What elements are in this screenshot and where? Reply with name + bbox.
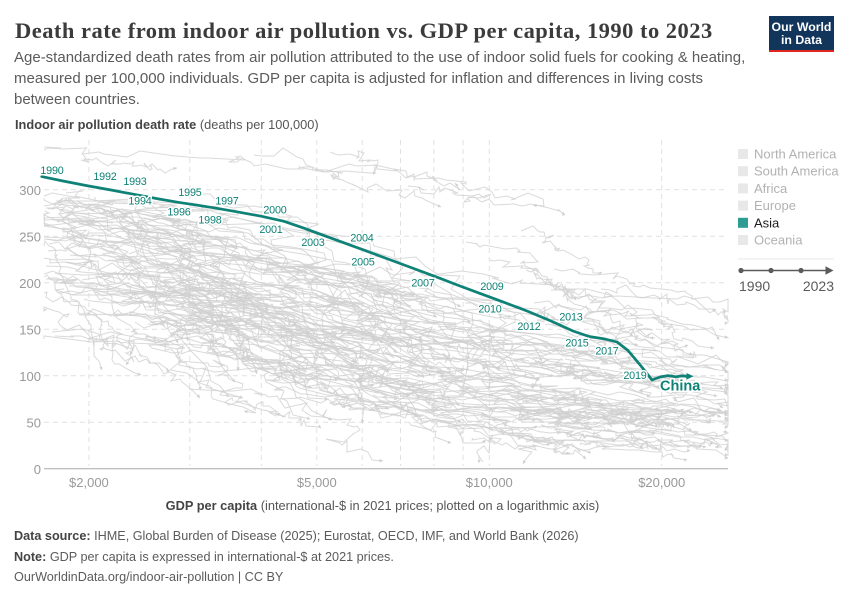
svg-text:100: 100	[19, 369, 41, 384]
svg-text:1990: 1990	[739, 278, 770, 294]
svg-text:South America: South America	[754, 164, 839, 179]
svg-text:$20,000: $20,000	[638, 475, 685, 490]
svg-text:1993: 1993	[123, 176, 146, 188]
svg-text:1995: 1995	[178, 187, 201, 199]
svg-text:2003: 2003	[301, 237, 324, 249]
svg-text:2005: 2005	[351, 257, 374, 269]
svg-text:Oceania: Oceania	[754, 233, 803, 248]
svg-text:1997: 1997	[215, 196, 238, 208]
svg-text:China: China	[660, 379, 701, 395]
svg-text:50: 50	[27, 415, 41, 430]
svg-text:$10,000: $10,000	[466, 475, 513, 490]
svg-text:2023: 2023	[803, 278, 834, 294]
svg-text:2001: 2001	[259, 224, 282, 236]
svg-text:2012: 2012	[517, 321, 540, 333]
svg-text:2009: 2009	[480, 281, 503, 293]
svg-text:Europe: Europe	[754, 198, 796, 213]
svg-text:2007: 2007	[411, 278, 434, 290]
svg-text:$5,000: $5,000	[297, 475, 337, 490]
svg-text:250: 250	[19, 230, 41, 245]
svg-text:1990: 1990	[40, 165, 63, 177]
svg-text:2010: 2010	[478, 304, 501, 316]
svg-text:2015: 2015	[565, 338, 588, 350]
svg-text:150: 150	[19, 323, 41, 338]
svg-text:Asia: Asia	[754, 215, 780, 230]
svg-text:2004: 2004	[350, 233, 373, 245]
svg-text:2013: 2013	[559, 312, 582, 324]
svg-text:1994: 1994	[128, 196, 151, 208]
svg-text:2017: 2017	[595, 346, 618, 358]
svg-text:$2,000: $2,000	[69, 475, 109, 490]
svg-text:1996: 1996	[167, 207, 190, 219]
svg-text:2000: 2000	[263, 205, 286, 217]
svg-text:300: 300	[19, 183, 41, 198]
svg-text:0: 0	[34, 462, 41, 477]
svg-text:2019: 2019	[623, 370, 646, 382]
svg-text:1992: 1992	[93, 171, 116, 183]
svg-text:North America: North America	[754, 147, 837, 162]
svg-text:1998: 1998	[198, 215, 221, 227]
svg-text:200: 200	[19, 276, 41, 291]
svg-text:Africa: Africa	[754, 181, 788, 196]
